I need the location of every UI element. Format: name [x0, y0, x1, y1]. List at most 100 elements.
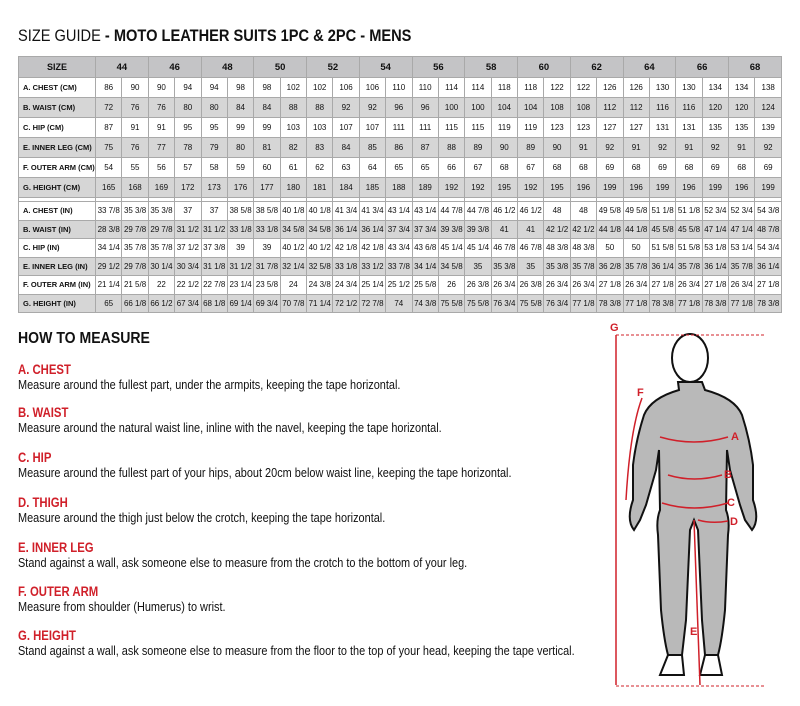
- table-cell: 45 5/8: [648, 219, 677, 239]
- table-cell: 26 3/4: [727, 275, 756, 295]
- table-cell: 35 7/8: [622, 256, 650, 276]
- table-cell: 45 1/4: [464, 238, 492, 258]
- table-cell: 33 1/8: [332, 256, 360, 276]
- table-cell: 67: [516, 157, 545, 178]
- table-cell: 68: [727, 157, 756, 178]
- table-cell: 38 5/8: [253, 201, 281, 221]
- size-header-row: SIZE 44 46 48 50 52 54 56 58 60 62 64 66 68: [18, 56, 782, 78]
- table-cell: 72 1/2: [332, 293, 360, 313]
- measure-section-title: C. HIP: [18, 450, 52, 465]
- table-cell: 24 3/8: [305, 275, 334, 295]
- measure-section-text: Stand against a wall, ask someone else t…: [18, 555, 468, 570]
- size-header: 46: [147, 56, 202, 78]
- size-header: 50: [253, 56, 307, 78]
- table-cell: 58: [200, 157, 228, 178]
- measure-section-text: Measure around the thigh just below the …: [18, 510, 386, 525]
- table-cell: 92: [648, 137, 677, 158]
- table-cell: 79: [200, 137, 228, 158]
- table-cell: 66: [437, 157, 466, 178]
- table-cell: 181: [305, 177, 334, 198]
- table-cell: 184: [332, 177, 360, 198]
- table-cell: 84: [332, 137, 360, 158]
- table-cell: 110: [385, 77, 413, 98]
- table-cell: 74: [385, 293, 413, 313]
- table-cell: 34 1/4: [411, 256, 439, 276]
- table-cell: 91: [622, 137, 650, 158]
- table-cell: 118: [516, 77, 545, 98]
- table-cell: 90: [121, 77, 149, 98]
- table-cell: 32 1/4: [279, 256, 308, 276]
- table-cell: 81: [253, 137, 281, 158]
- table-cell: 111: [411, 117, 439, 138]
- table-cell: 78 3/8: [648, 293, 677, 313]
- table-cell: 100: [437, 97, 466, 118]
- table-cell: 41 3/4: [332, 201, 360, 221]
- table-cell: 196: [727, 177, 756, 198]
- table-cell: 78 3/8: [754, 293, 782, 313]
- table-cell: 196: [569, 177, 598, 198]
- table-cell: 51 1/8: [648, 201, 677, 221]
- measure-section-text: Measure around the natural waist line, i…: [18, 420, 442, 435]
- table-cell: 192: [516, 177, 545, 198]
- table-cell: 26 3/4: [622, 275, 650, 295]
- label-d: D: [730, 516, 738, 528]
- table-row: F. OUTER ARM (CM) 54 55 56 57 58 59 60 61 62 63 64 6…: [18, 157, 782, 178]
- measure-section: F. OUTER ARM Measure from shoulder (Humer…: [18, 584, 226, 615]
- measure-section: E. INNER LEG Stand against a wall, ask so…: [18, 540, 467, 571]
- measure-section-title: E. INNER LEG: [18, 540, 94, 555]
- table-cell: 42 1/8: [358, 238, 387, 258]
- table-cell: 23 5/8: [253, 275, 281, 295]
- table-cell: 23 1/4: [226, 275, 255, 295]
- table-cell: 54 3/4: [754, 238, 782, 258]
- chest-line: [659, 436, 729, 443]
- measure-section: G. HEIGHT Stand against a wall, ask someo…: [18, 628, 575, 659]
- table-cell: 91: [121, 117, 149, 138]
- row-label: C. HIP (IN): [18, 238, 96, 258]
- table-cell: 35 7/8: [569, 256, 598, 276]
- measure-section-title: A. CHEST: [18, 362, 71, 377]
- table-cell: 87: [411, 137, 439, 158]
- table-cell: 78 3/8: [596, 293, 624, 313]
- table-cell: 177: [253, 177, 281, 198]
- table-cell: 26 3/8: [516, 275, 545, 295]
- table-cell: 107: [332, 117, 360, 138]
- table-cell: 34 5/8: [279, 219, 308, 239]
- table-cell: 77 1/8: [675, 293, 703, 313]
- table-cell: 70 7/8: [279, 293, 308, 313]
- row-label: A. CHEST (IN): [18, 201, 96, 221]
- table-cell: 82: [279, 137, 308, 158]
- table-cell: 84: [226, 97, 255, 118]
- table-cell: 54: [94, 157, 123, 178]
- table-cell: 27 1/8: [596, 275, 624, 295]
- table-cell: 31 1/8: [200, 256, 228, 276]
- table-row: C. HIP (CM) 87 91 91 95 95 99 99 103 103 107 107 111…: [18, 117, 782, 138]
- row-label: C. HIP (CM): [18, 117, 96, 138]
- table-cell: 87: [94, 117, 123, 138]
- table-cell: 91: [675, 137, 703, 158]
- table-cell: 49 5/8: [596, 201, 624, 221]
- measure-section-title: D. THIGH: [18, 495, 68, 510]
- table-row: E. INNER LEG (CM) 75 76 77 78 79 80 81 82 83 84 85 8…: [18, 137, 782, 158]
- table-cell: 111: [385, 117, 413, 138]
- table-cell: 96: [411, 97, 439, 118]
- table-cell: 69 1/4: [226, 293, 255, 313]
- table-cell: 40 1/2: [305, 238, 334, 258]
- size-header: 54: [358, 56, 413, 78]
- row-label: B. WAIST (IN): [18, 219, 96, 239]
- table-cell: 124: [754, 97, 782, 118]
- table-cell: 47 1/4: [727, 219, 756, 239]
- table-cell: 63: [332, 157, 360, 178]
- figure-body: [628, 381, 758, 656]
- table-cell: 90: [147, 77, 176, 98]
- measure-section: C. HIP Measure around the fullest part of…: [18, 450, 512, 481]
- table-cell: 100: [464, 97, 492, 118]
- table-cell: 188: [385, 177, 413, 198]
- table-cell: 110: [411, 77, 439, 98]
- measure-section: A. CHEST Measure around the fullest part,…: [18, 362, 400, 393]
- table-cell: 131: [675, 117, 703, 138]
- label-g: G: [610, 322, 619, 334]
- table-cell: 35 3/8: [147, 201, 176, 221]
- table-cell: 122: [543, 77, 571, 98]
- table-cell: 68: [675, 157, 703, 178]
- table-cell: 69: [596, 157, 624, 178]
